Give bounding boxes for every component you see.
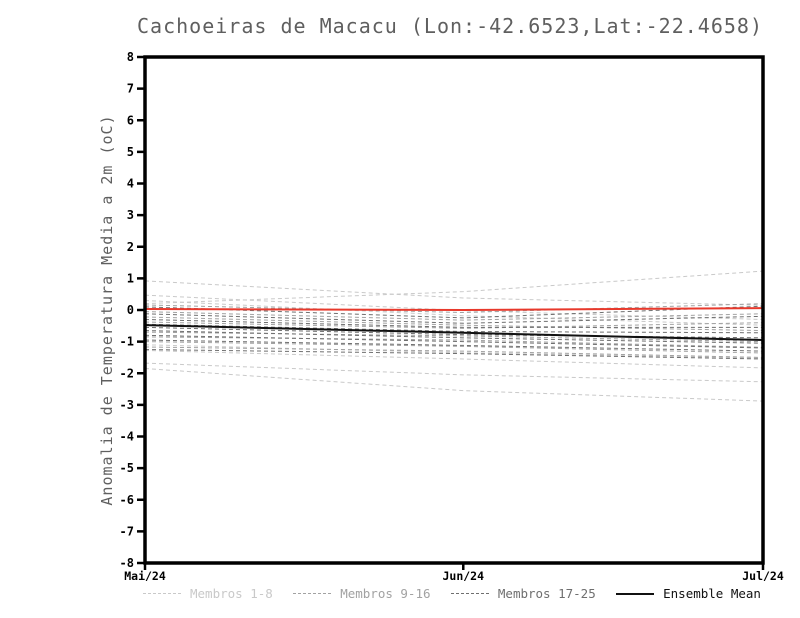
y-tick-label: -1	[120, 335, 134, 349]
y-tick-label: -6	[120, 493, 134, 507]
x-tick-label: Jun/24	[442, 569, 484, 583]
legend-item-membros-1-8: Membros 1-8	[143, 586, 273, 601]
legend-label: Membros 9-16	[340, 586, 431, 601]
series-line-membro-9	[144, 303, 764, 314]
series-line-membro-11	[144, 316, 764, 332]
legend-label: Membros 17-25	[497, 586, 596, 601]
series-line-membro-10	[144, 311, 764, 321]
series-line-ensemble-mean	[144, 324, 764, 342]
series-line-membro-1	[144, 280, 764, 306]
series-line-membro-5	[144, 349, 764, 369]
series-line-membro-17	[144, 305, 764, 319]
y-tick-label: 8	[127, 50, 134, 64]
y-tick-label: 1	[127, 271, 134, 285]
series-line-zero-reference	[144, 307, 764, 312]
series-line-membro-14	[144, 336, 764, 348]
y-tick-label: 4	[127, 177, 134, 191]
series-line-membro-2	[144, 270, 764, 305]
y-tick-label: -8	[120, 556, 134, 570]
chart-title: Cachoeiras de Macacu (Lon:-42.6523,Lat:-…	[137, 14, 763, 38]
dashed-line-swatch	[450, 593, 489, 594]
series-line-membro-16	[144, 346, 764, 358]
y-tick-label: -7	[120, 524, 134, 538]
y-tick-label: 5	[127, 145, 134, 159]
series-line-membro-25	[144, 349, 764, 360]
series-line-membro-24	[144, 339, 764, 352]
y-tick-label: 7	[127, 82, 134, 96]
series-line-membro-4	[144, 300, 764, 326]
y-tick-label: 2	[127, 240, 134, 254]
y-tick-label: -5	[120, 461, 134, 475]
series-line-membro-20	[144, 323, 764, 334]
series-line-membro-12	[144, 321, 764, 329]
legend-label: Ensemble Mean	[663, 586, 761, 601]
y-tick-label: -2	[120, 366, 134, 380]
series-line-membro-23	[144, 334, 764, 349]
series-line-membro-18	[144, 313, 764, 324]
y-tick-label: 3	[127, 208, 134, 222]
solid-line-swatch	[616, 592, 655, 595]
y-tick-label: 0	[127, 303, 134, 317]
dashed-line-swatch	[293, 593, 332, 594]
legend-item-membros-17-25: Membros 17-25	[450, 586, 596, 601]
x-tick-label: Jul/24	[742, 569, 784, 583]
legend-item-ensemble-mean: Ensemble Mean	[616, 586, 761, 601]
legend-label: Membros 1-8	[190, 586, 273, 601]
y-tick-label: -4	[120, 430, 134, 444]
legend-item-membros-9-16: Membros 9-16	[293, 586, 431, 601]
series-line-membro-22	[144, 330, 764, 344]
chart-legend: Membros 1-8 Membros 9-16 Membros 17-25 E…	[143, 586, 761, 601]
series-line-membro-6	[144, 362, 764, 383]
y-tick-label: -3	[120, 398, 134, 412]
series-line-membro-8	[144, 344, 764, 359]
dashed-line-swatch	[143, 593, 181, 594]
series-line-membro-19	[144, 318, 763, 328]
x-tick-label: Mai/24	[124, 569, 166, 583]
y-tick-label: 6	[127, 113, 134, 127]
series-line-membro-7	[144, 368, 764, 402]
series-line-membro-15	[144, 341, 764, 354]
